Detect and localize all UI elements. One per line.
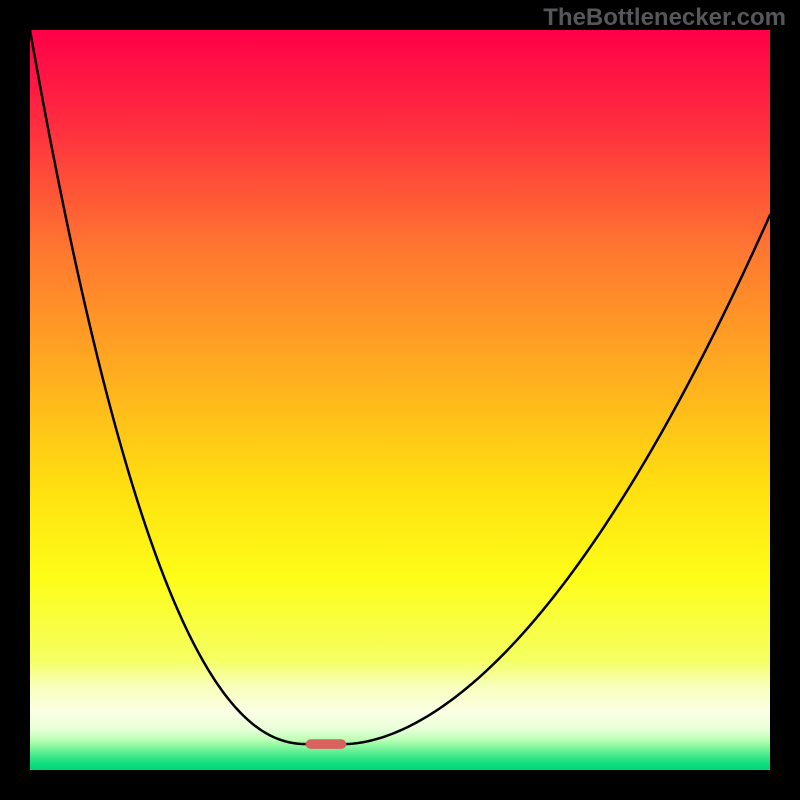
chart-container: TheBottlenecker.com <box>0 0 800 800</box>
watermark-text: TheBottlenecker.com <box>543 4 786 32</box>
optimum-marker <box>306 739 347 749</box>
chart-gradient-background <box>30 30 770 770</box>
bottleneck-chart <box>0 0 800 800</box>
